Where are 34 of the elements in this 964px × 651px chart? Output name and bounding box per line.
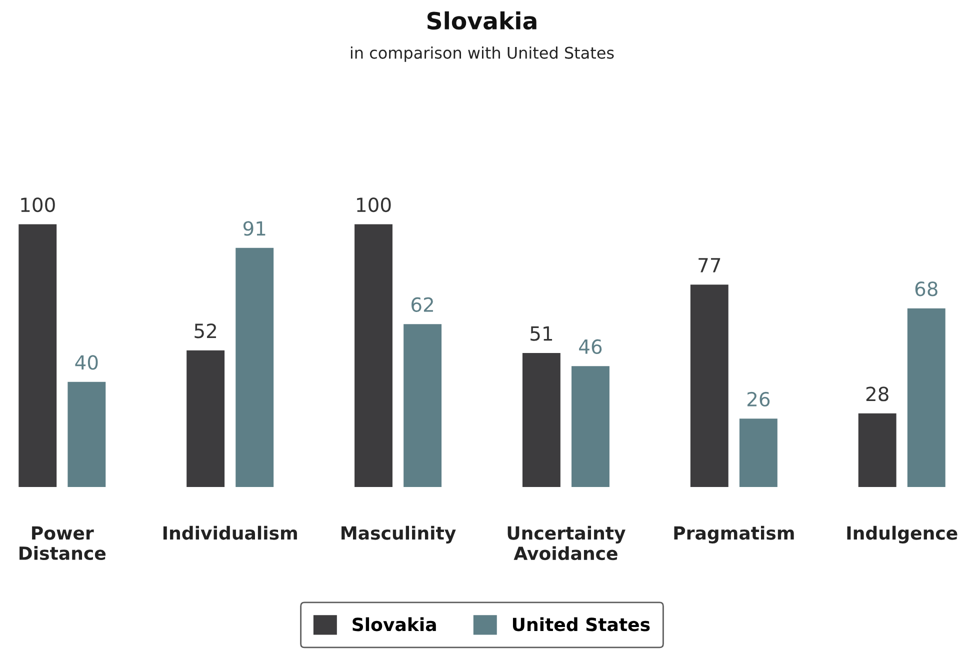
x-tick-label: Indulgence <box>847 526 958 544</box>
data-label: 62 <box>412 297 433 312</box>
x-tick-label: Uncertainty Avoidance <box>508 526 626 560</box>
legend-label: Slovakia <box>352 617 436 632</box>
data-label: 100 <box>21 197 55 212</box>
x-tick-label: Masculinity <box>342 526 456 544</box>
bar <box>522 352 560 487</box>
bar <box>572 366 610 487</box>
x-tick-label: Individualism <box>163 526 297 540</box>
data-label: 77 <box>698 258 720 272</box>
x-tick-label: Power Distance <box>20 526 106 560</box>
data-label: 52 <box>194 324 216 338</box>
data-label: 100 <box>357 197 391 212</box>
data-label: 28 <box>866 386 888 402</box>
chart-subtitle: in comparison with United States <box>350 46 614 62</box>
data-label: 46 <box>579 339 602 354</box>
legend-label: United States <box>512 617 650 632</box>
bar <box>18 224 57 487</box>
data-label: 51 <box>530 326 552 341</box>
data-label: 26 <box>747 392 770 407</box>
bar <box>907 308 946 487</box>
bar <box>236 248 274 487</box>
x-tick-label: Pragmatism <box>674 526 794 544</box>
chart-title: Slovakia <box>428 11 536 30</box>
data-label: 40 <box>75 355 98 370</box>
data-label: 68 <box>915 282 938 296</box>
bar <box>739 418 778 487</box>
data-label: 91 <box>243 221 266 236</box>
bar <box>858 413 896 487</box>
bar <box>68 382 106 487</box>
bar <box>186 350 225 487</box>
bar <box>354 224 392 487</box>
bar <box>690 284 728 487</box>
bar <box>404 324 442 487</box>
